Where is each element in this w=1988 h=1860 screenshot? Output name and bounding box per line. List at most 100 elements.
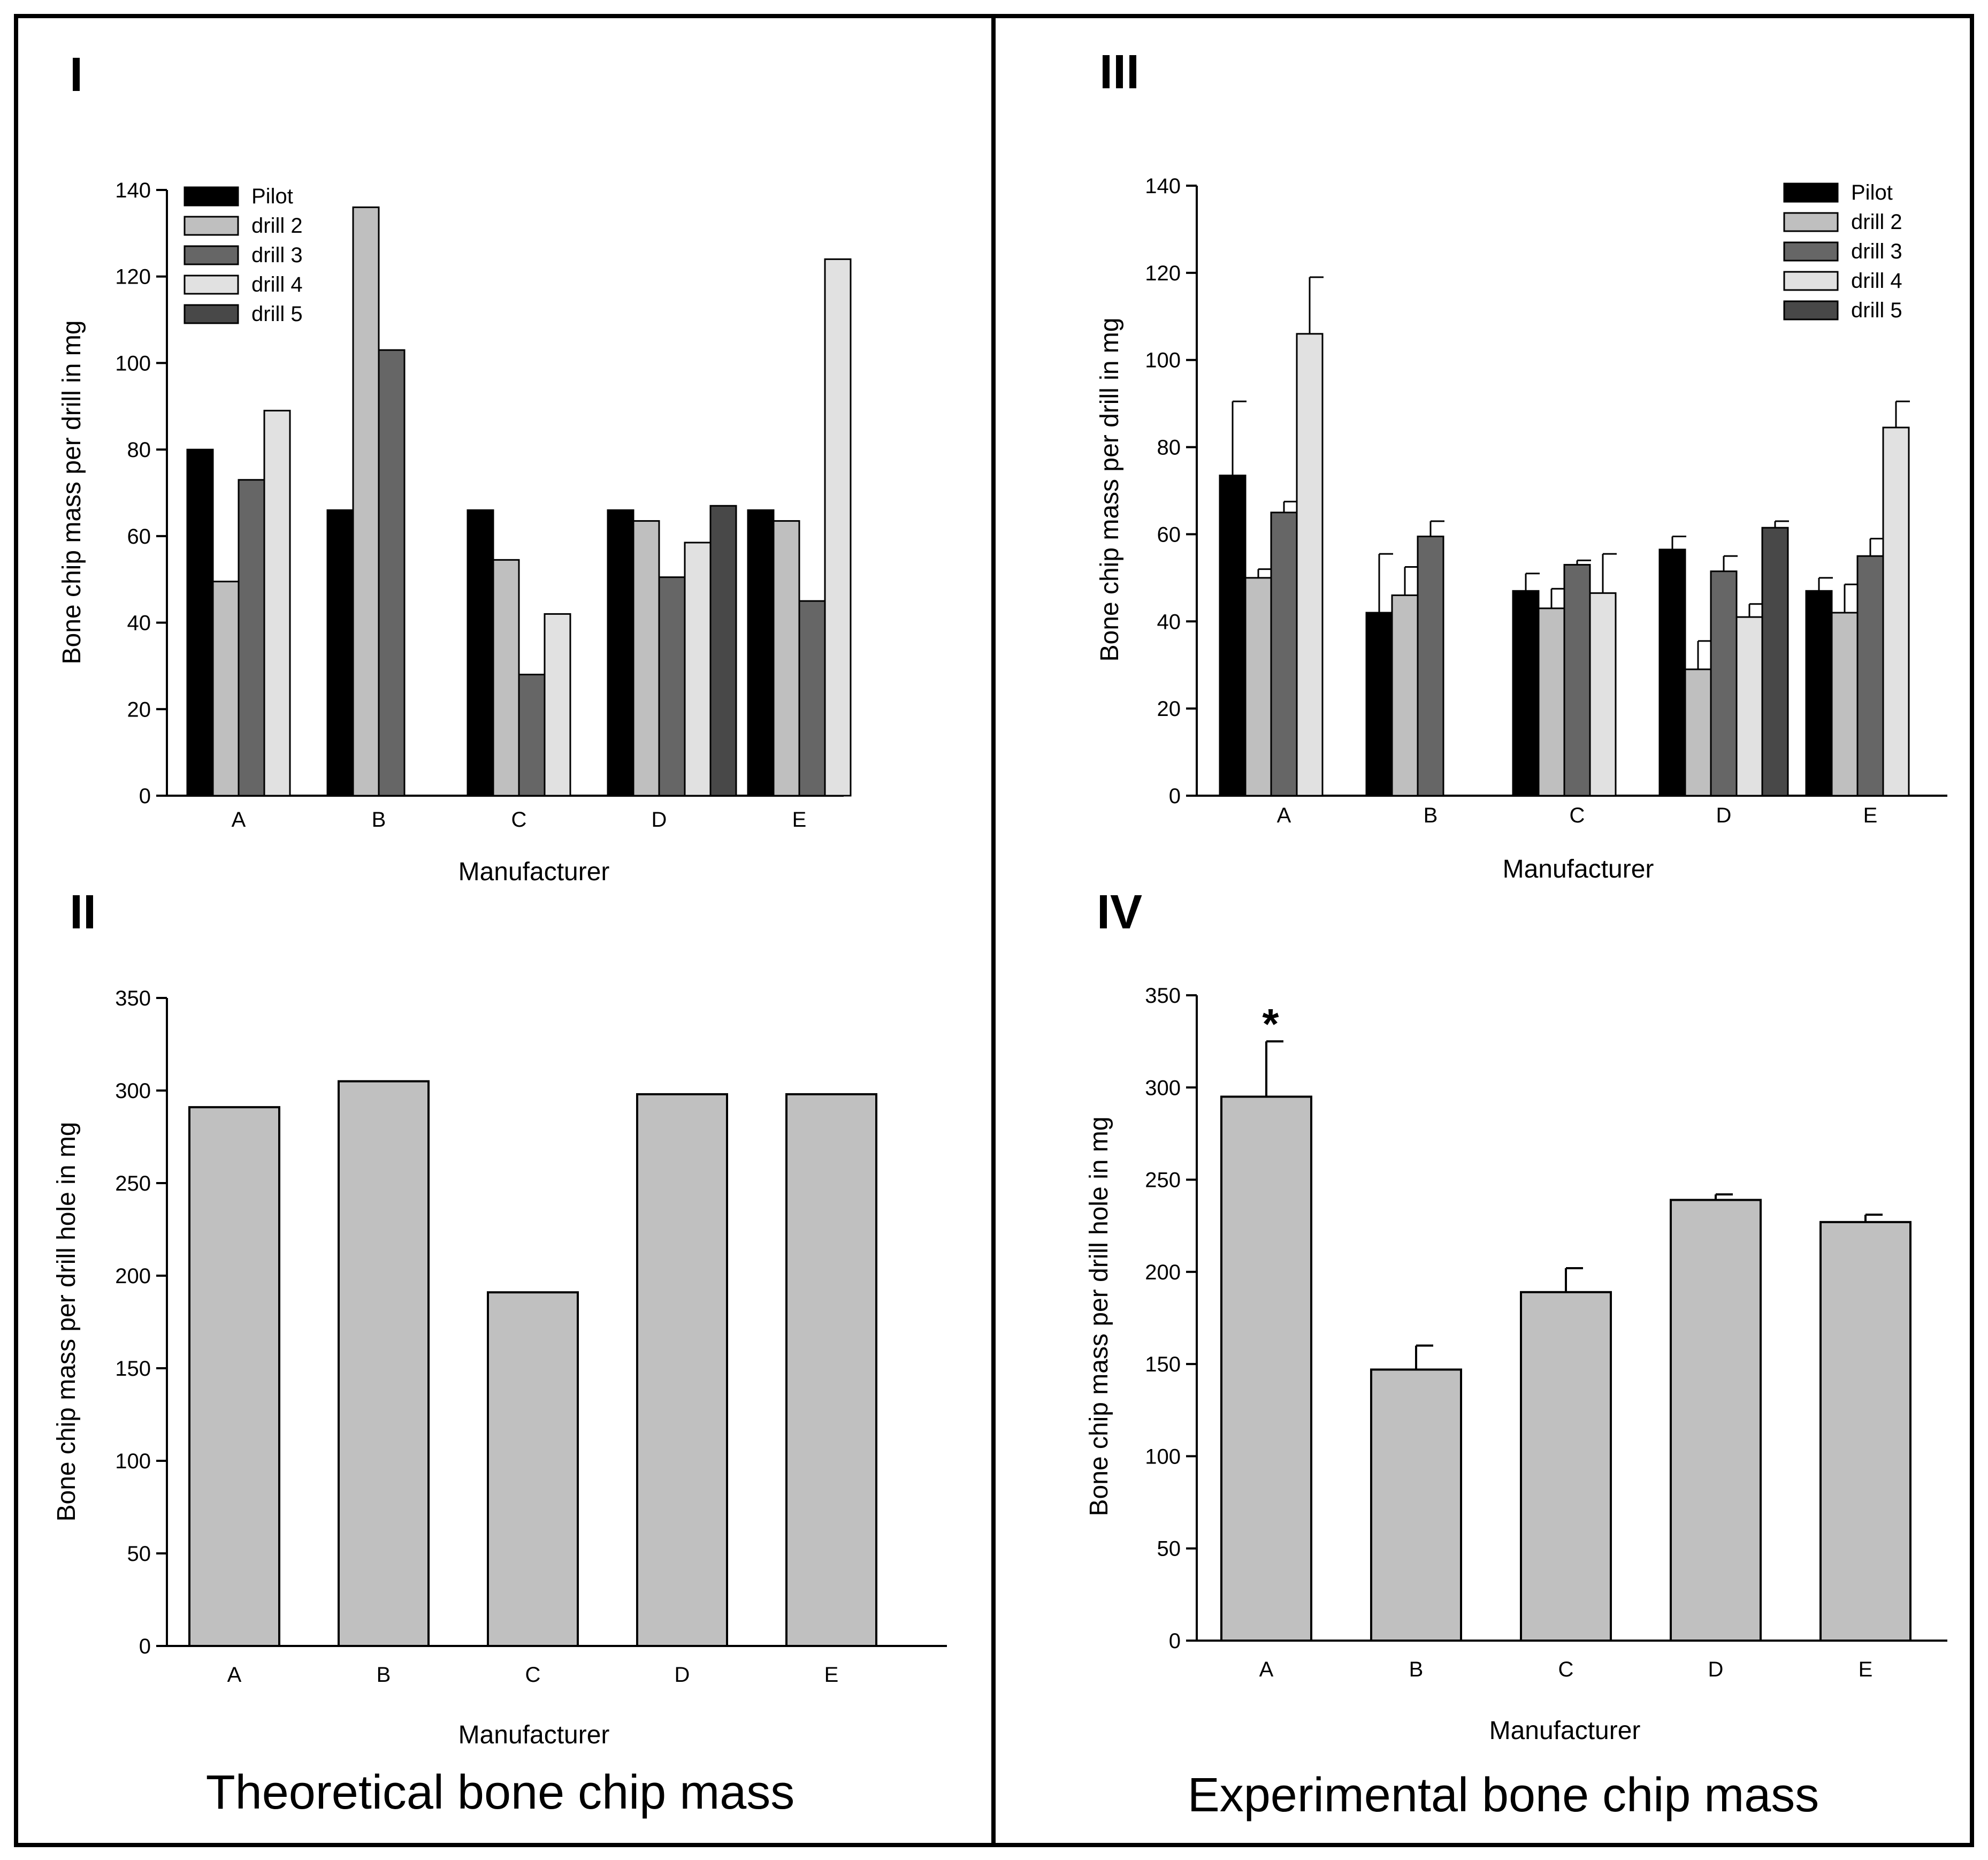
- legend-swatch-drill3: [183, 245, 239, 265]
- legend-swatch-drill3: [1783, 241, 1839, 262]
- bar-II-C: [487, 1291, 579, 1647]
- bar-IV-C: [1520, 1291, 1612, 1642]
- bar-III-B-Pilot: [1365, 612, 1393, 797]
- y-tick-label: 300: [1145, 1076, 1181, 1100]
- legend-label: drill 2: [1851, 210, 1902, 234]
- panel-label-III: III: [1099, 45, 1140, 99]
- right-panel-frame: [991, 14, 1974, 1847]
- panel-label-IV: IV: [1097, 886, 1142, 939]
- bar-III-D-drill5: [1761, 527, 1789, 797]
- y-tick-label: 50: [127, 1542, 151, 1566]
- y-axis-title-IV: Bone chip mass per drill hole in mg: [1085, 1116, 1113, 1516]
- y-tick-label: 250: [1145, 1169, 1181, 1192]
- legend-label: drill 4: [251, 273, 303, 296]
- y-axis-title-II: Bone chip mass per drill hole in mg: [52, 1122, 81, 1521]
- x-tick-label: B: [377, 1663, 391, 1687]
- legend-swatch-drill5: [1783, 300, 1839, 321]
- y-tick-label: 100: [1145, 349, 1181, 372]
- legend-label: Pilot: [1851, 181, 1893, 204]
- chart-IV: IV 0 50 100 150 200 250 300 350 Manufacturer Bone …: [1085, 886, 1947, 1745]
- x-tick-label: D: [675, 1663, 690, 1687]
- x-tick-label: A: [1259, 1658, 1274, 1681]
- legend-label: drill 4: [1851, 269, 1902, 293]
- bar-I-B-drill2: [352, 206, 380, 797]
- panel-label-II: II: [70, 886, 96, 939]
- bar-I-A-drill2: [212, 581, 240, 797]
- y-tick-label: 80: [127, 438, 151, 462]
- x-tick-label: C: [525, 1663, 541, 1687]
- bar-III-D-drill4: [1735, 616, 1763, 797]
- bar-III-E-drill3: [1856, 555, 1884, 797]
- bar-III-B-drill3: [1417, 536, 1444, 797]
- bar-III-E-drill2: [1831, 612, 1859, 797]
- y-tick-label: 120: [1145, 262, 1181, 285]
- y-tick-label: 40: [1157, 610, 1181, 634]
- legend-swatch-drill2: [1783, 212, 1839, 232]
- x-tick-label: C: [1558, 1658, 1574, 1681]
- legend-swatch-Pilot: [1783, 182, 1839, 203]
- bar-I-D-drill5: [709, 505, 737, 797]
- bar-III-D-drill3: [1710, 570, 1738, 797]
- bar-III-A-drill2: [1244, 577, 1272, 797]
- bar-I-E-drill2: [773, 520, 800, 797]
- y-tick-label: 150: [1145, 1353, 1181, 1376]
- legend-label: drill 3: [1851, 240, 1902, 263]
- bar-I-C-drill3: [518, 674, 546, 797]
- x-axis-title-II: Manufacturer: [458, 1721, 610, 1749]
- bar-I-D-drill3: [658, 576, 686, 797]
- legend-label: drill 5: [1851, 299, 1902, 322]
- chart-III: III 0 20 40 60 80 100 120 140 Manufacturer Bone ch…: [1096, 45, 1947, 883]
- y-tick-label: 100: [115, 352, 151, 375]
- bar-III-E-drill4: [1882, 426, 1910, 797]
- x-tick-label: B: [1409, 1658, 1424, 1681]
- y-tick-label: 20: [1157, 697, 1181, 721]
- right-caption: Experimental bone chip mass: [1188, 1768, 1819, 1822]
- bar-III-C-Pilot: [1512, 590, 1540, 797]
- legend-swatch-Pilot: [183, 186, 239, 207]
- y-tick-label: 0: [139, 784, 151, 808]
- x-tick-label: C: [511, 808, 527, 832]
- x-axis-title-I: Manufacturer: [458, 858, 610, 886]
- bar-IV-D: [1670, 1199, 1762, 1642]
- legend-swatch-drill4: [183, 275, 239, 295]
- y-tick-label: 0: [1169, 1629, 1181, 1653]
- bar-IV-B: [1370, 1368, 1462, 1642]
- bar-III-A-drill4: [1296, 333, 1324, 797]
- y-tick-label: 120: [115, 265, 151, 289]
- bar-I-A-Pilot: [186, 448, 214, 797]
- panel-label-I: I: [70, 48, 83, 102]
- chart-I: I 0 20 40 60 80 100 120 140 Manufacturer Bone chip…: [58, 48, 852, 886]
- bar-I-D-drill4: [684, 542, 712, 797]
- legend-label: drill 2: [251, 214, 303, 238]
- y-tick-label: 200: [1145, 1261, 1181, 1284]
- x-tick-label: E: [792, 808, 807, 832]
- y-tick-label: 60: [1157, 523, 1181, 546]
- bar-II-B: [338, 1080, 430, 1647]
- significance-star: *: [1262, 1000, 1279, 1048]
- y-tick-label: 60: [127, 525, 151, 548]
- chart-II: II 0 50 100 150 200 250 300 350 Manufacturer Bone …: [52, 886, 947, 1749]
- y-tick-label: 0: [1169, 784, 1181, 808]
- bar-II-E: [785, 1093, 877, 1647]
- y-tick-label: 300: [115, 1079, 151, 1103]
- bar-I-E-drill4: [824, 258, 852, 797]
- legend-swatch-drill4: [1783, 271, 1839, 291]
- bar-I-E-Pilot: [747, 509, 775, 797]
- bar-III-C-drill3: [1563, 563, 1591, 797]
- x-tick-label: D: [1716, 804, 1732, 827]
- bar-I-C-drill4: [544, 613, 571, 797]
- y-tick-label: 0: [139, 1635, 151, 1658]
- y-tick-label: 100: [115, 1450, 151, 1473]
- bar-I-B-drill3: [378, 349, 406, 797]
- y-tick-label: 200: [115, 1264, 151, 1288]
- bar-III-A-drill3: [1270, 512, 1298, 797]
- x-axis-title-III: Manufacturer: [1503, 855, 1654, 883]
- x-tick-label: B: [1424, 804, 1438, 827]
- legend-swatch-drill2: [183, 216, 239, 236]
- bar-IV-E: [1819, 1221, 1911, 1642]
- x-tick-label: A: [1277, 804, 1291, 827]
- bar-IV-A: [1220, 1095, 1312, 1642]
- bar-III-D-Pilot: [1658, 548, 1686, 797]
- bar-I-D-drill2: [632, 520, 660, 797]
- left-caption: Theoretical bone chip mass: [206, 1766, 795, 1819]
